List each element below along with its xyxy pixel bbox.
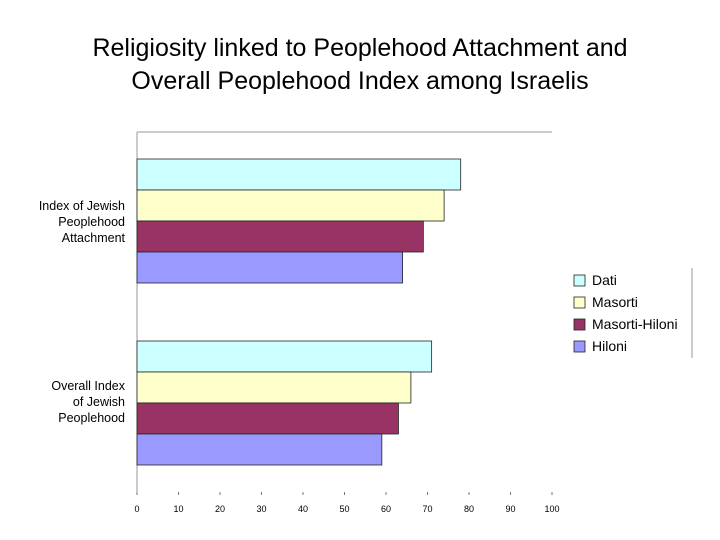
x-tick-label: 30: [256, 504, 266, 514]
chart-title-line-1: Religiosity linked to Peoplehood Attachm…: [92, 34, 628, 62]
x-tick-label: 90: [505, 504, 515, 514]
x-tick-label: 0: [134, 504, 139, 514]
chart-title-line-2: Overall Peoplehood Index among Israelis: [131, 67, 589, 95]
bar-masorti-hiloni-1: [136, 220, 424, 253]
x-tick-label: 70: [422, 504, 432, 514]
legend-label-masorti-hiloni: Masorti-Hiloni: [592, 316, 678, 332]
legend-swatch-hiloni: [573, 340, 586, 353]
bar-dati-2: [136, 340, 433, 373]
legend-swatch-masorti-hiloni: [573, 318, 586, 331]
bar-hiloni-2: [136, 433, 383, 466]
legend-label-dati: Dati: [592, 272, 617, 288]
plot-area: [136, 131, 552, 492]
legend-swatch-masorti: [573, 296, 586, 309]
bar-dati-1: [136, 158, 462, 191]
x-tick-label: 80: [464, 504, 474, 514]
x-tick-label: 20: [215, 504, 225, 514]
x-tick-label: 60: [381, 504, 391, 514]
x-tick-label: 40: [298, 504, 308, 514]
category-label-line: Peoplehood: [58, 215, 125, 229]
category-label-line: Attachment: [62, 231, 126, 245]
category-labels: Index of Jewish Peoplehood Attachment Overa…: [39, 199, 126, 425]
bar-masorti-1: [136, 189, 445, 222]
x-tick-label: 100: [544, 504, 559, 514]
x-tick-label: 50: [339, 504, 349, 514]
bar-masorti-2: [136, 371, 412, 404]
category-label-line: of Jewish: [73, 395, 125, 409]
bar-masorti-hiloni-2: [136, 402, 399, 435]
x-tick-label: 10: [173, 504, 183, 514]
category-label-line: Peoplehood: [58, 411, 125, 425]
chart-title: Religiosity linked to Peoplehood Attachm…: [0, 32, 720, 98]
legend-swatch-dati: [573, 274, 586, 287]
x-axis: 0 10 20 30 40 50 60 70 80 90 100: [134, 492, 560, 514]
legend-label-masorti: Masorti: [592, 294, 638, 310]
legend-label-hiloni: Hiloni: [592, 338, 627, 354]
legend: Dati Masorti Masorti-Hiloni Hiloni: [564, 268, 693, 358]
category-label-1: Index of Jewish Peoplehood Attachment: [39, 199, 126, 245]
bar-hiloni-1: [136, 251, 404, 284]
category-label-line: Overall Index: [51, 379, 125, 393]
category-label-line: Index of Jewish: [39, 199, 125, 213]
category-label-2: Overall Index of Jewish Peoplehood: [51, 379, 125, 425]
